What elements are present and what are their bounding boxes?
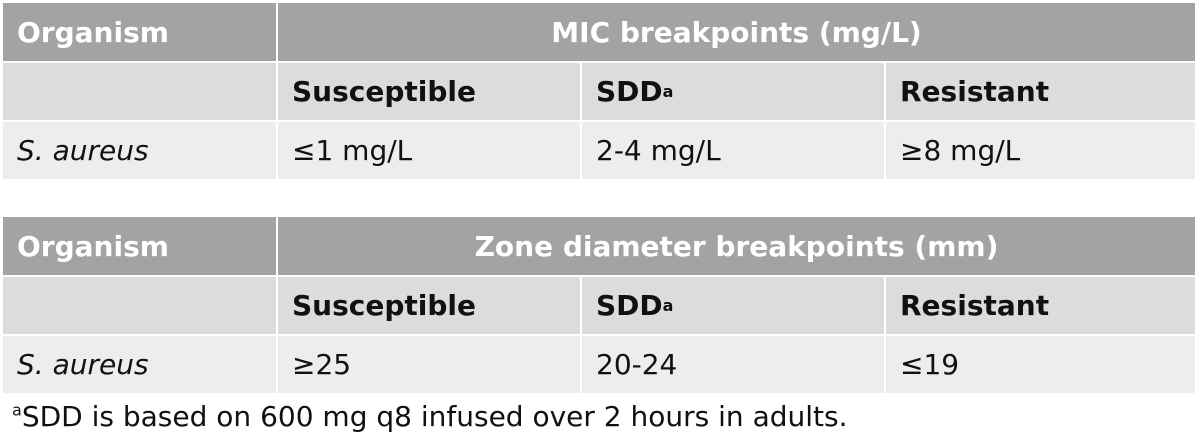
organism-name: S. aureus xyxy=(3,336,276,393)
subheader-cell: Resistant xyxy=(886,63,1195,120)
breakpoint-value: ≥25 xyxy=(278,336,580,393)
subheader-text: SDD xyxy=(596,289,663,322)
breakpoint-value: ≥8 mg/L xyxy=(886,122,1195,179)
subheader-cell: Susceptible xyxy=(278,63,580,120)
subheader-cell: SDD a xyxy=(582,277,884,334)
subheader-text: Resistant xyxy=(900,289,1050,322)
footnote-marker: a xyxy=(12,400,22,420)
subheader-cell: Resistant xyxy=(886,277,1195,334)
header-cell: Organism xyxy=(3,217,276,275)
subheader-text: Susceptible xyxy=(292,289,477,322)
subheader-text: Resistant xyxy=(900,75,1050,108)
organism-name: S. aureus xyxy=(3,122,276,179)
superscript: a xyxy=(662,82,674,101)
breakpoint-value: 20-24 xyxy=(582,336,884,393)
header-title: MIC breakpoints (mg/L) xyxy=(278,3,1195,61)
subheader-cell xyxy=(3,63,276,120)
footnote: aSDD is based on 600 mg q8 infused over … xyxy=(12,400,848,433)
header-cell: Organism xyxy=(3,3,276,61)
subheader-text: Susceptible xyxy=(292,75,477,108)
breakpoint-value: 2-4 mg/L xyxy=(582,122,884,179)
subheader-cell: SDD a xyxy=(582,63,884,120)
subheader-cell: Susceptible xyxy=(278,277,580,334)
subheader-text: SDD xyxy=(596,75,663,108)
superscript: a xyxy=(662,296,674,315)
breakpoint-value: ≤1 mg/L xyxy=(278,122,580,179)
subheader-cell xyxy=(3,277,276,334)
header-title: Zone diameter breakpoints (mm) xyxy=(278,217,1195,275)
breakpoint-value: ≤19 xyxy=(886,336,1195,393)
footnote-text: SDD is based on 600 mg q8 infused over 2… xyxy=(21,400,848,433)
